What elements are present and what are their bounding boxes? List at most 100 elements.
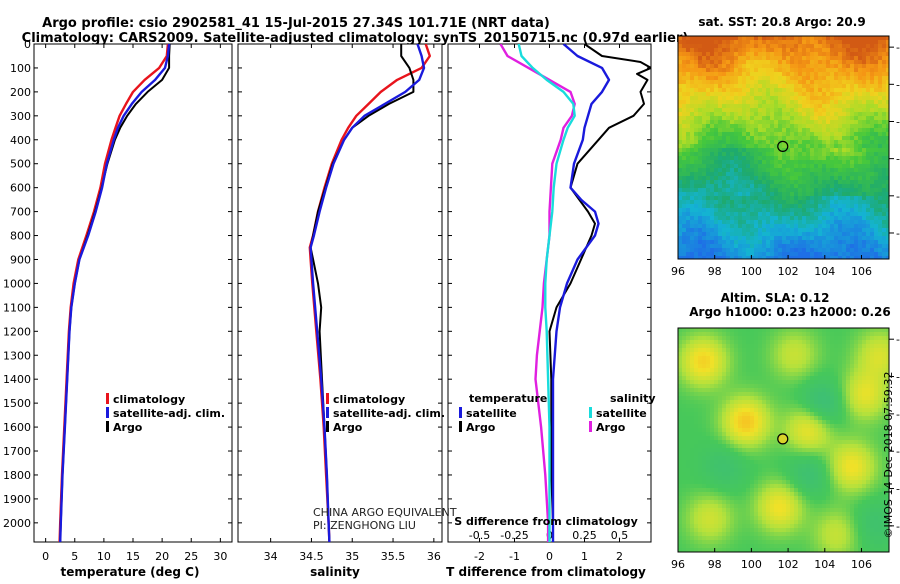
- map-cell: [778, 232, 783, 237]
- map-cell: [842, 392, 847, 397]
- map-cell: [838, 396, 843, 401]
- map-cell: [862, 212, 867, 217]
- map-cell: [702, 76, 707, 81]
- map-cell: [806, 404, 811, 409]
- map-cell: [734, 412, 739, 417]
- map-cell: [858, 160, 863, 165]
- map-cell: [762, 44, 767, 49]
- map-cell: [738, 432, 743, 437]
- map-cell: [718, 140, 723, 145]
- map-cell: [746, 372, 751, 377]
- map-cell: [718, 348, 723, 353]
- map-cell: [734, 36, 739, 41]
- map-cell: [834, 124, 839, 129]
- map-cell: [742, 104, 747, 109]
- map-cell: [738, 420, 743, 425]
- map-cell: [758, 52, 763, 57]
- map-cell: [862, 236, 867, 241]
- map-cell: [738, 444, 743, 449]
- map-cell: [858, 88, 863, 93]
- map-cell: [734, 204, 739, 209]
- map-cell: [834, 196, 839, 201]
- map-cell: [750, 440, 755, 445]
- map-cell: [754, 52, 759, 57]
- map-cell: [774, 92, 779, 97]
- map-cell: [754, 44, 759, 49]
- map-cell: [698, 436, 703, 441]
- map-cell: [886, 364, 891, 369]
- map-cell: [874, 364, 879, 369]
- map-cell: [750, 428, 755, 433]
- map-cell: [854, 184, 859, 189]
- map-cell: [706, 404, 711, 409]
- map-cell: [734, 332, 739, 337]
- map-cell: [846, 92, 851, 97]
- map-cell: [826, 348, 831, 353]
- map-cell: [802, 236, 807, 241]
- map-cell: [766, 216, 771, 221]
- map-cell: [754, 408, 759, 413]
- map-cell: [870, 160, 875, 165]
- map-cell: [738, 48, 743, 53]
- map-cell: [734, 356, 739, 361]
- map-cell: [886, 108, 891, 113]
- map-cell: [726, 140, 731, 145]
- map-cell: [778, 244, 783, 249]
- map-cell: [746, 396, 751, 401]
- map-cell: [878, 188, 883, 193]
- map-cell: [754, 128, 759, 133]
- depth-tick-label: 200: [10, 86, 31, 99]
- map-cell: [738, 112, 743, 117]
- map-cell: [838, 220, 843, 225]
- map-cell: [710, 100, 715, 105]
- map-cell: [810, 148, 815, 153]
- map-cell: [842, 340, 847, 345]
- map-cell: [846, 456, 851, 461]
- map-cell: [818, 156, 823, 161]
- map-cell: [698, 104, 703, 109]
- map-cell: [818, 60, 823, 65]
- map-cell: [758, 436, 763, 441]
- map-cell: [870, 188, 875, 193]
- map-cell: [766, 144, 771, 149]
- map-cell: [858, 444, 863, 449]
- map-cell: [758, 84, 763, 89]
- map-cell: [782, 396, 787, 401]
- map-cell: [774, 176, 779, 181]
- map-cell: [862, 252, 867, 257]
- map-cell: [846, 340, 851, 345]
- map-cell: [802, 356, 807, 361]
- map-cell: [802, 180, 807, 185]
- map-cell: [798, 200, 803, 205]
- map-cell: [718, 356, 723, 361]
- map-cell: [770, 380, 775, 385]
- s-diff-tick-label: 0.25: [572, 529, 597, 542]
- map-cell: [810, 356, 815, 361]
- map-cell: [830, 376, 835, 381]
- map-cell: [730, 352, 735, 357]
- map-cell: [754, 180, 759, 185]
- map-cell: [782, 160, 787, 165]
- map-cell: [830, 140, 835, 145]
- map-cell: [698, 216, 703, 221]
- map-cell: [782, 112, 787, 117]
- map-cell: [854, 248, 859, 253]
- map-cell: [726, 352, 731, 357]
- map-cell: [746, 148, 751, 153]
- map-cell: [690, 64, 695, 69]
- map-cell: [874, 340, 879, 345]
- map-cell: [802, 112, 807, 117]
- map-cell: [710, 60, 715, 65]
- map-cell: [750, 188, 755, 193]
- map-cell: [694, 40, 699, 45]
- map-cell: [810, 168, 815, 173]
- map-cell: [882, 328, 887, 333]
- map-cell: [742, 64, 747, 69]
- map-cell: [698, 412, 703, 417]
- map-cell: [830, 208, 835, 213]
- map-cell: [722, 372, 727, 377]
- map-cell: [834, 80, 839, 85]
- map-cell: [846, 204, 851, 209]
- map-cell: [738, 96, 743, 101]
- map-cell: [734, 208, 739, 213]
